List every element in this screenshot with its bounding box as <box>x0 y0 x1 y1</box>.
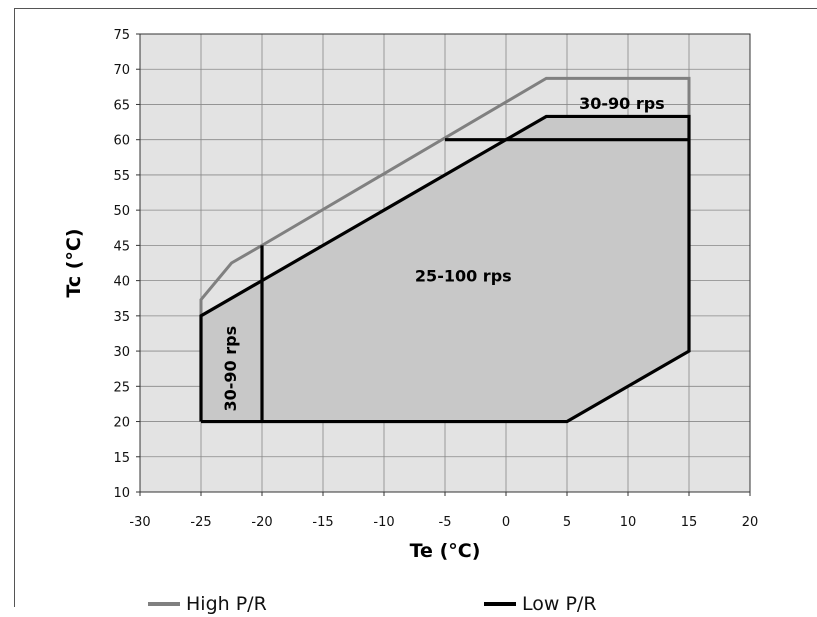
y-tick-label: 40 <box>113 275 130 290</box>
x-tick-label: 5 <box>563 515 571 530</box>
region-label: 25-100 rps <box>415 267 512 286</box>
y-axis-title: Tc (°C) <box>63 228 85 297</box>
operating-region <box>201 116 689 422</box>
x-tick-label: -20 <box>251 515 272 530</box>
y-tick-label: 60 <box>113 134 130 149</box>
region-label: 30-90 rps <box>579 94 665 113</box>
x-tick-label: -15 <box>312 515 333 530</box>
x-tick-label: 0 <box>502 515 510 530</box>
region-label: 30-90 rps <box>221 326 240 412</box>
x-axis-title: Te (°C) <box>410 540 481 562</box>
y-tick-label: 25 <box>113 380 130 395</box>
x-tick-label: -25 <box>190 515 211 530</box>
series-line-low-pr <box>199 114 691 424</box>
y-tick-label: 15 <box>113 451 130 466</box>
figure-border-top <box>14 8 817 9</box>
legend-swatch-high-pr <box>148 602 180 606</box>
y-tick-label: 45 <box>113 239 130 254</box>
region-labels: 30-90 rps 25-100 rps 30-90 rps <box>221 94 665 412</box>
y-tick-label: 10 <box>113 486 130 501</box>
legend-label-low-pr: Low P/R <box>522 593 597 615</box>
y-tick-labels: 10 15 20 25 30 35 40 45 50 55 60 65 70 75 <box>113 28 140 501</box>
y-tick-label: 75 <box>113 28 130 43</box>
x-tick-label: -5 <box>439 515 452 530</box>
legend-label-high-pr: High P/R <box>186 593 267 615</box>
legend-swatch-low-pr <box>484 602 516 606</box>
x-tick-labels: -30 -25 -20 -15 -10 -5 0 5 10 15 20 <box>129 492 758 530</box>
y-tick-label: 55 <box>113 169 130 184</box>
series-lines <box>199 76 691 424</box>
y-tick-label: 20 <box>113 416 130 431</box>
y-tick-label: 30 <box>113 345 130 360</box>
x-tick-label: 15 <box>681 515 698 530</box>
x-tick-label: 10 <box>620 515 637 530</box>
y-tick-label: 70 <box>113 63 130 78</box>
y-tick-label: 65 <box>113 98 130 113</box>
figure-border-left <box>14 8 15 607</box>
x-tick-label: -30 <box>129 515 150 530</box>
y-tick-label: 50 <box>113 204 130 219</box>
x-tick-label: 20 <box>742 515 759 530</box>
legend-item-low-pr: Low P/R <box>484 592 597 616</box>
x-tick-label: -10 <box>373 515 394 530</box>
y-tick-label: 35 <box>113 310 130 325</box>
legend-item-high-pr: High P/R <box>148 592 267 616</box>
